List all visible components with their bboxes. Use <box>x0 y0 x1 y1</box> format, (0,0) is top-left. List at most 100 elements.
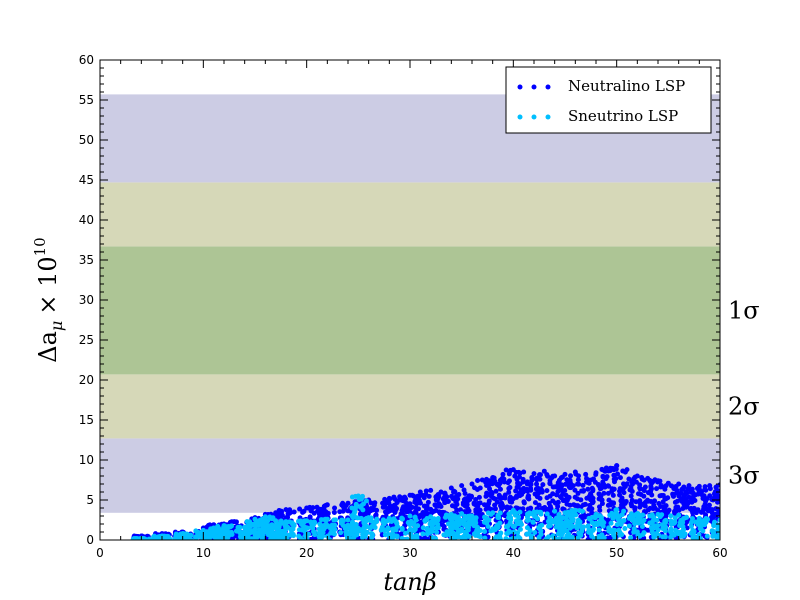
scatter-point <box>530 519 536 525</box>
scatter-point <box>679 486 685 492</box>
scatter-point <box>699 489 705 495</box>
scatter-point <box>725 518 730 523</box>
scatter-point <box>528 481 534 487</box>
scatter-point <box>555 499 561 505</box>
series-1 <box>130 493 730 541</box>
scatter-point <box>266 529 272 535</box>
scatter-point <box>506 515 512 521</box>
scatter-point <box>701 504 707 510</box>
scatter-point <box>590 499 596 505</box>
scatter-point <box>581 512 587 518</box>
scatter-point <box>516 474 522 480</box>
scatter-point <box>267 514 273 520</box>
scatter-point <box>575 503 581 509</box>
scatter-point <box>599 518 605 524</box>
scatter-point <box>634 473 640 479</box>
scatter-point <box>443 512 449 518</box>
scatter-point <box>556 512 562 518</box>
scatter-point <box>510 467 516 473</box>
scatter-point <box>483 515 489 521</box>
legend-markers <box>517 84 551 120</box>
scatter-point <box>724 536 729 541</box>
scatter-point <box>648 487 654 493</box>
x-tick-label: 0 <box>96 546 104 560</box>
scatter-point <box>506 486 512 492</box>
scatter-point <box>457 517 463 523</box>
scatter-point <box>649 512 655 518</box>
axis-ticks: 0 10 20 30 40 50 60 0 5 10 15 20 25 30 35 40 45 50 55 60 <box>79 53 728 560</box>
scatter-point <box>510 523 516 529</box>
scatter-point <box>721 485 726 490</box>
scatter-point <box>580 482 586 488</box>
scatter-point <box>499 506 505 512</box>
scatter-point <box>645 507 651 513</box>
scatter-point <box>534 516 540 522</box>
scatter-point <box>626 523 632 529</box>
scatter-point <box>379 524 385 530</box>
scatter-point <box>586 506 592 512</box>
scatter-point <box>614 507 620 513</box>
scatter-point <box>286 510 292 516</box>
scatter-point <box>663 524 669 530</box>
scatter-point <box>306 531 312 537</box>
scatter-point <box>682 492 688 498</box>
x-axis-title: tanβ <box>383 568 436 596</box>
scatter-point <box>393 519 399 525</box>
scatter-point <box>461 487 467 493</box>
scatter-point <box>692 498 698 504</box>
scatter-point <box>676 481 682 487</box>
scatter-point <box>715 526 720 532</box>
scatter-point <box>469 513 475 519</box>
scatter-point <box>630 481 636 487</box>
scatter-point <box>651 502 657 508</box>
scatter-point <box>679 498 685 504</box>
scatter-point <box>506 471 512 477</box>
scatter-point <box>712 489 718 495</box>
scatter-point <box>601 535 607 540</box>
scatter-point <box>247 519 253 525</box>
scatter-point <box>458 528 464 534</box>
scatter-point <box>628 535 634 540</box>
scatter-point <box>304 518 310 524</box>
scatter-point <box>431 508 437 514</box>
scatter-point <box>717 517 720 523</box>
scatter-point <box>628 493 634 499</box>
scatter-point <box>410 527 416 533</box>
scatter-point <box>246 527 252 533</box>
scatter-point <box>724 530 729 535</box>
scatter-point <box>476 494 482 500</box>
scatter-point <box>245 523 251 529</box>
scatter-point <box>621 490 627 496</box>
scatter-point <box>165 535 171 540</box>
legend-marker <box>531 84 537 90</box>
x-tick-label: 20 <box>299 546 314 560</box>
scatter-point <box>406 507 412 513</box>
scatter-point <box>385 531 391 537</box>
scatter-point <box>641 530 647 536</box>
scatter-point <box>358 515 364 521</box>
y-tick-label: 30 <box>79 293 94 307</box>
confidence-bands <box>100 94 720 513</box>
scatter-point <box>275 523 281 529</box>
scatter-point <box>707 493 713 499</box>
scatter-point <box>512 512 518 518</box>
scatter-point <box>654 530 660 536</box>
scatter-point <box>665 495 671 501</box>
scatter-point <box>504 531 510 537</box>
scatter-point <box>538 511 544 517</box>
band-labels: 3σ 2σ 1σ <box>728 296 760 489</box>
scatter-point <box>631 529 637 535</box>
scatter-point <box>314 504 320 510</box>
scatter-point <box>332 505 338 511</box>
scatter-point <box>575 477 581 483</box>
scatter-point <box>544 506 550 512</box>
scatter-point <box>461 517 467 523</box>
scatter-point <box>338 530 344 536</box>
scatter-point <box>720 536 725 541</box>
scatter-point <box>369 533 375 539</box>
scatter-point <box>483 506 489 512</box>
scatter-point <box>547 481 553 487</box>
scatter-point <box>324 516 330 522</box>
scatter-point <box>552 473 558 479</box>
scatter-point <box>262 514 268 520</box>
